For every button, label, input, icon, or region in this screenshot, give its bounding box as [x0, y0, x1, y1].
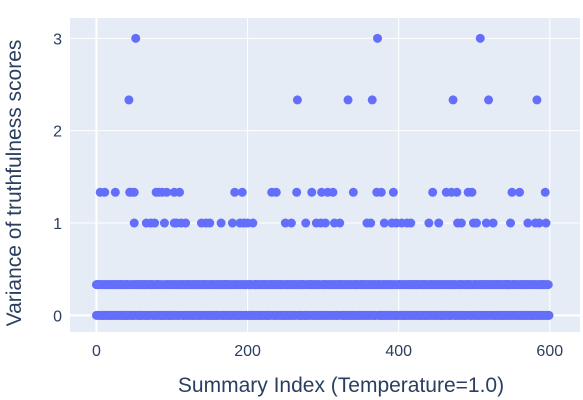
data-point	[505, 218, 515, 228]
data-point	[543, 310, 553, 320]
data-points	[91, 33, 554, 320]
data-point	[373, 33, 383, 43]
data-point	[150, 218, 160, 228]
data-point	[456, 218, 466, 228]
data-point	[320, 218, 330, 228]
data-point	[379, 218, 389, 228]
data-point	[100, 187, 110, 197]
plot-background	[70, 18, 580, 332]
data-point	[230, 187, 240, 197]
data-point	[129, 187, 139, 197]
data-point	[292, 95, 302, 105]
data-point	[534, 218, 544, 228]
data-point	[159, 218, 169, 228]
data-point	[129, 218, 139, 228]
data-point	[348, 187, 358, 197]
x-axis-title: Summary Index (Temperature=1.0)	[178, 374, 504, 397]
data-point	[328, 187, 338, 197]
data-point	[205, 218, 215, 228]
y-tick-label: 2	[53, 124, 62, 141]
data-point	[541, 218, 551, 228]
data-point	[343, 95, 353, 105]
data-point	[292, 187, 302, 197]
y-axis-title: Variance of truthfulness scores	[3, 40, 26, 327]
data-point	[467, 187, 477, 197]
data-point	[286, 218, 296, 228]
data-point	[424, 218, 434, 228]
y-axis-tick-labels: 0 1 2 3	[53, 31, 62, 325]
data-point	[523, 218, 533, 228]
data-point	[475, 33, 485, 43]
data-point	[227, 218, 237, 228]
y-tick-label: 0	[53, 308, 62, 325]
data-point	[248, 218, 258, 228]
data-point	[307, 187, 317, 197]
data-point	[484, 95, 494, 105]
data-point	[271, 187, 281, 197]
data-point	[406, 218, 416, 228]
y-tick-label: 3	[53, 31, 62, 48]
x-tick-label: 0	[92, 343, 101, 360]
data-point	[175, 187, 185, 197]
data-point	[540, 187, 550, 197]
data-point	[181, 218, 191, 228]
data-point	[237, 187, 247, 197]
data-point	[532, 95, 542, 105]
y-tick-label: 1	[53, 216, 62, 233]
data-point	[481, 218, 491, 228]
data-point	[162, 187, 172, 197]
data-point	[434, 218, 444, 228]
data-point	[366, 218, 376, 228]
x-tick-label: 400	[385, 343, 412, 360]
data-point	[110, 187, 120, 197]
data-point	[452, 187, 462, 197]
data-point	[515, 187, 525, 197]
data-point	[376, 187, 386, 197]
data-point	[448, 95, 458, 105]
data-point	[388, 187, 398, 197]
data-point	[543, 280, 553, 290]
data-point	[428, 187, 438, 197]
x-tick-label: 600	[536, 343, 563, 360]
data-point	[471, 218, 481, 228]
data-point	[367, 95, 377, 105]
x-tick-label: 200	[234, 343, 261, 360]
data-point	[124, 95, 134, 105]
data-point	[488, 218, 498, 228]
x-axis-tick-labels: 0 200 400 600	[92, 343, 563, 360]
data-point	[131, 33, 141, 43]
data-point	[507, 187, 517, 197]
data-point	[216, 218, 226, 228]
data-point	[335, 218, 345, 228]
data-point	[301, 218, 311, 228]
